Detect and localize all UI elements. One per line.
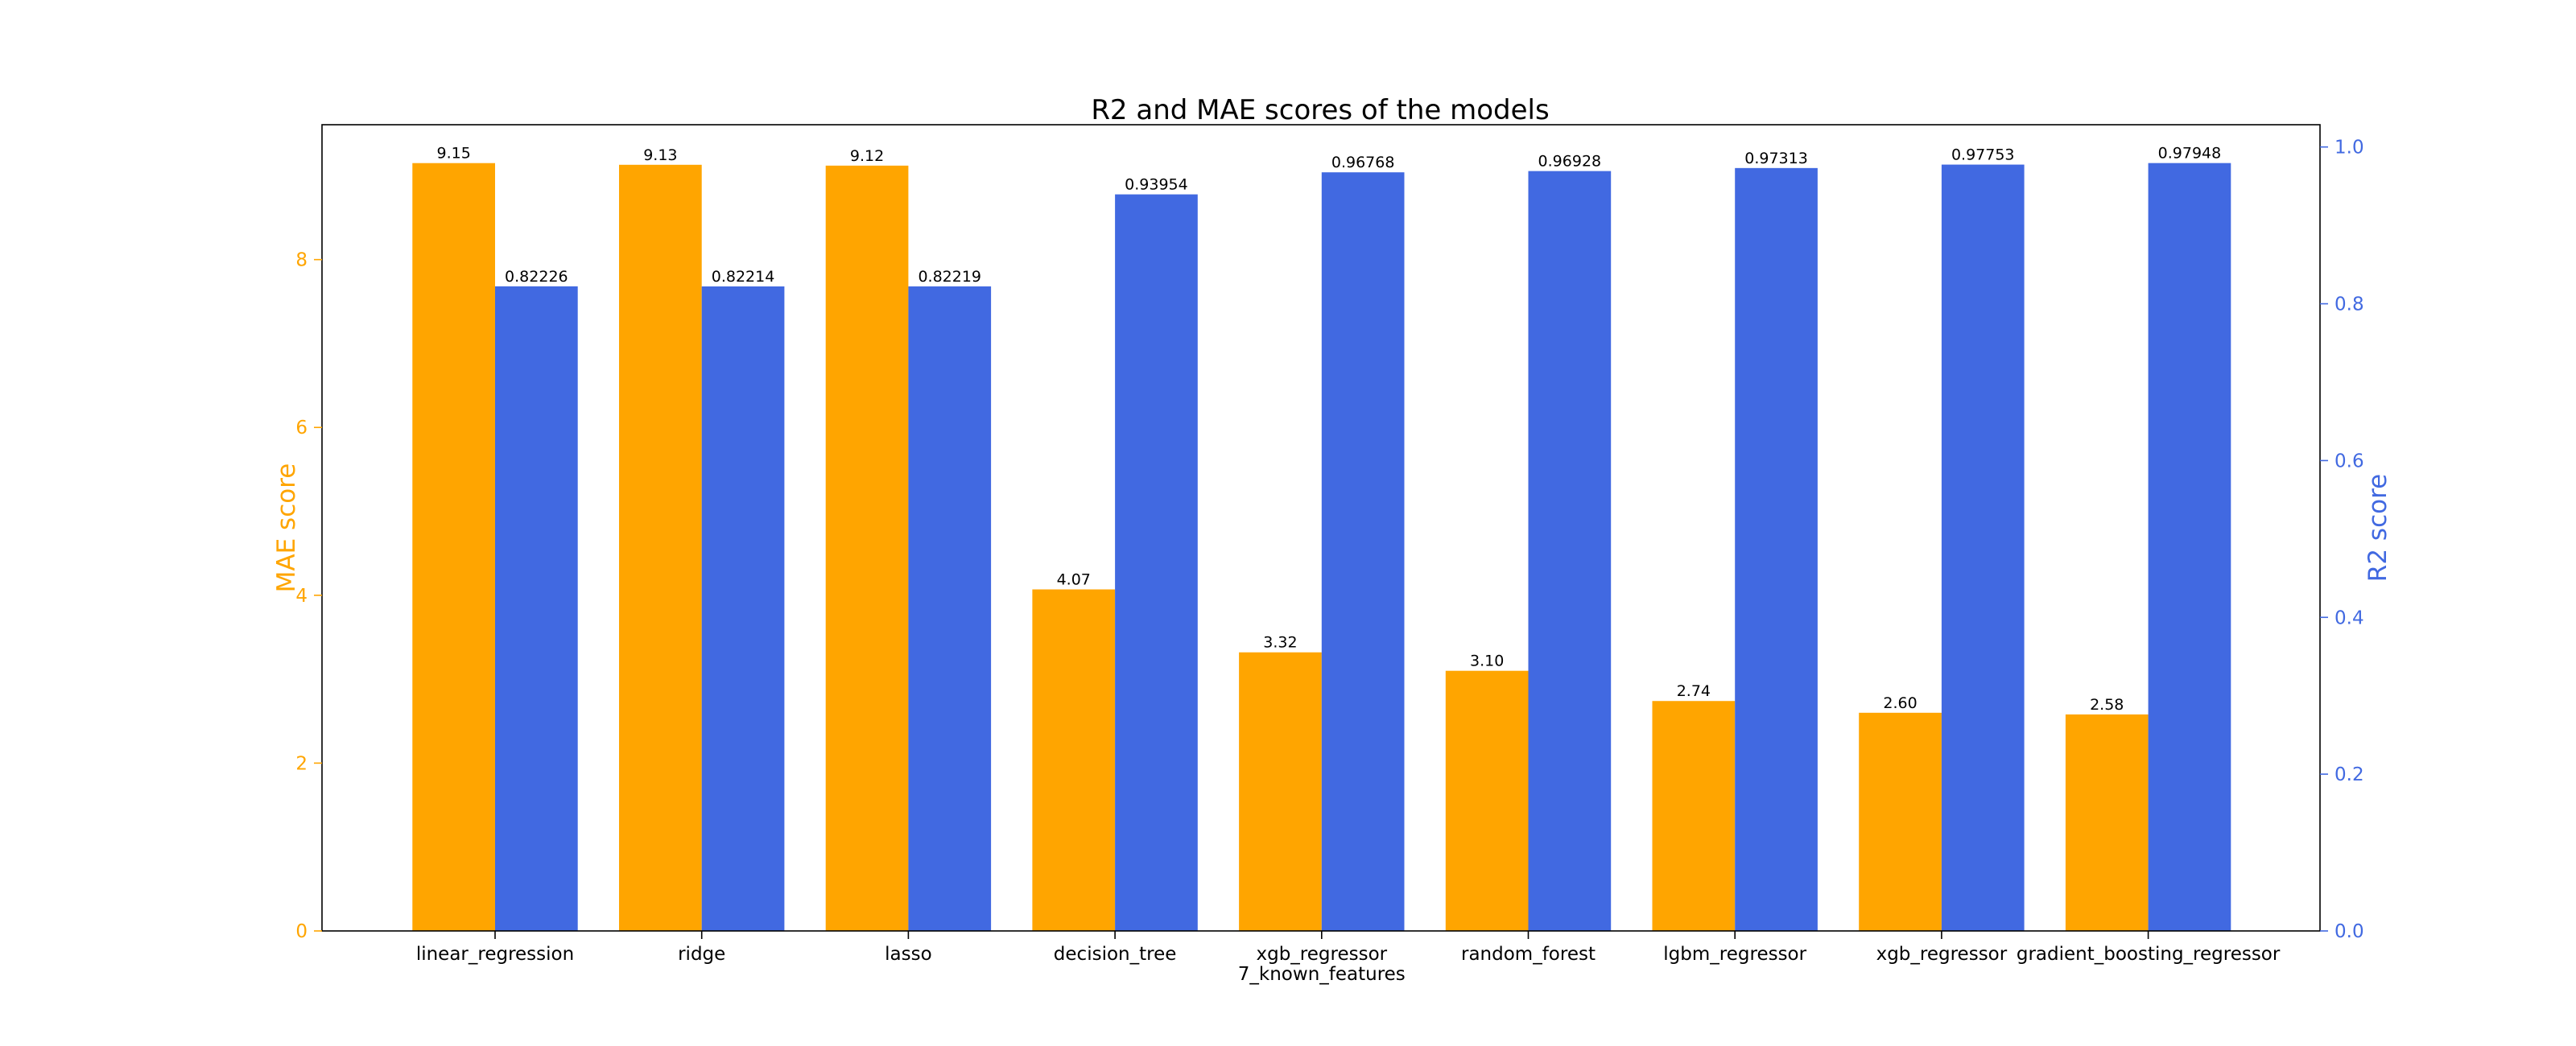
x-axis-tick-label: lasso xyxy=(885,944,932,965)
right-axis-tick-label: 0.4 xyxy=(2334,607,2364,628)
r2-value-label: 0.97948 xyxy=(2158,145,2222,163)
mae-bar xyxy=(1239,652,1322,931)
r2-bar xyxy=(701,286,785,932)
r2-value-label: 0.82226 xyxy=(505,268,568,286)
r2-bar xyxy=(908,286,992,931)
left-axis-tick-label: 0 xyxy=(295,921,308,942)
r2-value-label: 0.96768 xyxy=(1331,154,1395,171)
left-axis-tick-label: 2 xyxy=(295,753,308,774)
mae-value-label: 2.58 xyxy=(2090,696,2124,714)
mae-bar xyxy=(1859,712,1942,931)
left-axis-tick-label: 6 xyxy=(295,418,308,439)
left-axis-tick-label: 4 xyxy=(295,586,308,607)
mae-bar xyxy=(412,163,495,931)
r2-bar xyxy=(495,286,578,931)
mae-value-label: 4.07 xyxy=(1057,571,1091,589)
r2-value-label: 0.97313 xyxy=(1744,150,1808,167)
right-axis-tick-label: 0.2 xyxy=(2334,764,2364,785)
r2-bar xyxy=(1115,194,1198,932)
r2-value-label: 0.96928 xyxy=(1538,153,1602,171)
bar-labels-group: 9.15 9.13 9.12 4.07 3.32 3.10 2.74 2.60 2.58 0.82… xyxy=(436,145,2221,714)
x-axis-tick-label: gradient_boosting_regressor xyxy=(2017,944,2281,965)
left-axis: 0 2 4 6 8 xyxy=(295,250,322,942)
mae-bar xyxy=(619,164,702,931)
right-axis: 0.0 0.2 0.4 0.6 0.8 1.0 xyxy=(2320,138,2364,942)
left-axis-tick-label: 8 xyxy=(295,250,308,271)
x-axis-tick-label: random_forest xyxy=(1461,944,1596,965)
chart-title: R2 and MAE scores of the models xyxy=(1091,94,1549,126)
x-axis-tick-label: ridge xyxy=(678,944,725,965)
x-axis-tick-label: xgb_regressor xyxy=(1876,944,2008,965)
right-axis-tick-label: 0.6 xyxy=(2334,451,2364,472)
mae-value-label: 3.32 xyxy=(1263,634,1297,652)
mae-value-label: 3.10 xyxy=(1470,653,1504,670)
mae-bar xyxy=(2065,714,2149,931)
r2-value-label: 0.82214 xyxy=(712,268,775,286)
mae-value-label: 9.12 xyxy=(850,147,884,165)
mae-bar xyxy=(1445,670,1529,931)
mae-value-label: 2.74 xyxy=(1677,682,1711,700)
mae-bar xyxy=(825,165,909,932)
x-axis-tick-label: decision_tree xyxy=(1054,944,1177,965)
mae-value-label: 9.13 xyxy=(643,146,677,164)
right-axis-tick-label: 0.0 xyxy=(2334,921,2364,942)
left-axis-label: MAE score xyxy=(272,463,301,593)
r2-bar xyxy=(2148,163,2231,931)
right-axis-tick-label: 0.8 xyxy=(2334,294,2364,315)
bars-group xyxy=(412,163,2231,932)
r2-bar xyxy=(1941,164,2025,932)
r2-value-label: 0.97753 xyxy=(1951,146,2015,164)
r2-value-label: 0.82219 xyxy=(918,268,981,286)
r2-bar xyxy=(1321,172,1405,931)
mae-bar xyxy=(1032,589,1116,931)
mae-value-label: 2.60 xyxy=(1883,694,1917,712)
x-axis-tick-label: xgb_regressor 7_known_features xyxy=(1238,944,1406,985)
right-axis-label: R2 score xyxy=(2363,474,2392,582)
x-axis: linear_regression ridge lasso decision_tree… xyxy=(416,931,2281,985)
r2-bar xyxy=(1528,171,1612,931)
x-axis-tick-label: lgbm_regressor xyxy=(1663,944,1806,965)
mae-value-label: 9.15 xyxy=(436,145,470,163)
x-axis-tick-label: linear_regression xyxy=(416,944,574,965)
right-axis-tick-label: 1.0 xyxy=(2334,138,2364,159)
r2-value-label: 0.93954 xyxy=(1125,176,1188,194)
mae-bar xyxy=(1652,701,1736,931)
r2-bar xyxy=(1735,167,1818,931)
